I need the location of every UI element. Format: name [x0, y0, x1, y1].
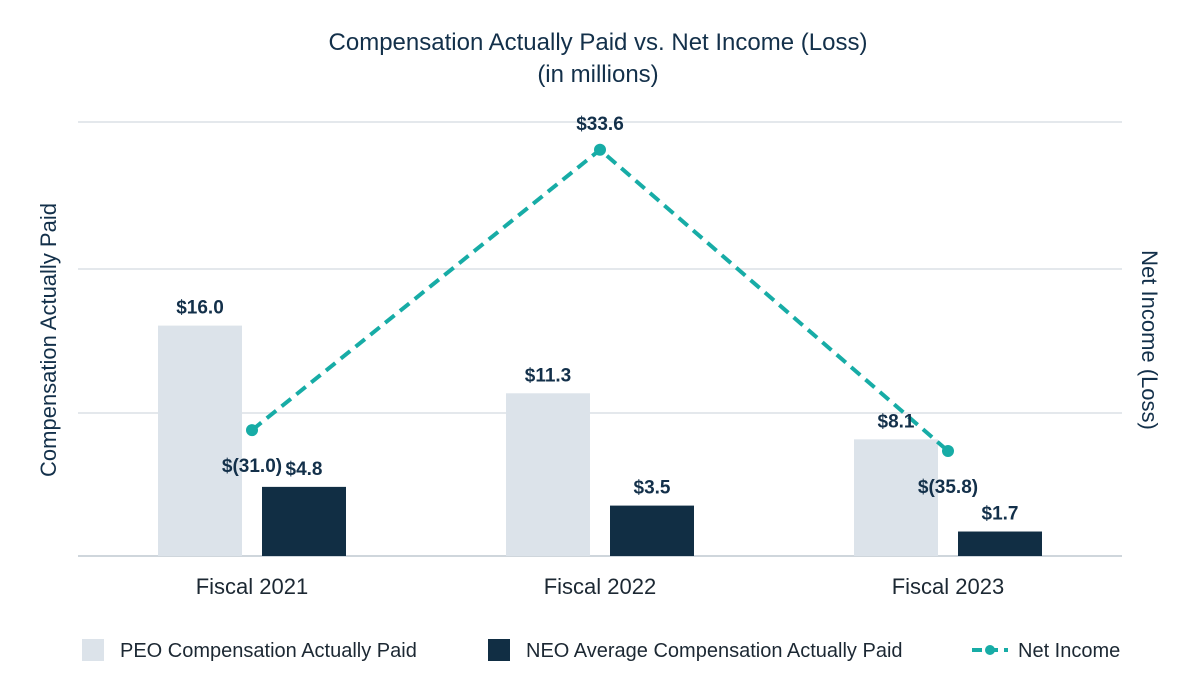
bar-value-label: $16.0 — [176, 298, 224, 319]
legend-swatch — [82, 639, 104, 661]
net-income-value-label: $(31.0) — [222, 456, 282, 477]
net-income-point — [246, 424, 258, 437]
peo-bar — [158, 325, 242, 556]
bars — [158, 325, 1042, 556]
legend-label: NEO Average Compensation Actually Paid — [526, 640, 903, 662]
gridlines — [78, 121, 1122, 557]
peo-bar — [854, 439, 938, 556]
chart-title: Compensation Actually Paid vs. Net Incom… — [329, 29, 868, 56]
x-tick-label: Fiscal 2022 — [544, 574, 657, 599]
net-income-point — [594, 143, 606, 156]
bar-value-label: $1.7 — [982, 504, 1019, 525]
net-income-value-label: $33.6 — [576, 114, 624, 135]
net-income-value-label: $(35.8) — [918, 477, 978, 498]
neo-bar — [610, 505, 694, 556]
net-income-polyline — [250, 147, 950, 453]
neo-bar — [958, 531, 1042, 556]
data-labels: $16.0 $11.3 $8.1 $4.8 $3.5 $1.7 $(31.0) $33.6 $(… — [176, 114, 1018, 525]
x-tick-label: Fiscal 2021 — [196, 574, 309, 599]
net-income-point — [942, 444, 954, 457]
bar-value-label: $3.5 — [634, 478, 671, 499]
peo-bar — [506, 393, 590, 556]
bar-value-label: $8.1 — [878, 411, 915, 432]
legend-marker — [985, 645, 995, 655]
legend-label: Net Income — [1018, 640, 1120, 662]
bar-value-label: $4.8 — [286, 459, 323, 480]
x-tick-label: Fiscal 2023 — [892, 574, 1005, 599]
right-axis-title: Net Income (Loss) — [1137, 250, 1162, 430]
category-axis: Fiscal 2021 Fiscal 2022 Fiscal 2023 — [196, 574, 1005, 599]
legend-label: PEO Compensation Actually Paid — [120, 640, 417, 662]
legend: PEO Compensation Actually Paid NEO Averag… — [82, 639, 1120, 662]
legend-swatch — [488, 639, 510, 661]
left-axis-title: Compensation Actually Paid — [36, 203, 61, 477]
neo-bar — [262, 486, 346, 556]
chart-subtitle: (in millions) — [537, 61, 658, 88]
bar-value-label: $11.3 — [525, 365, 572, 386]
net-income-line — [246, 143, 954, 457]
